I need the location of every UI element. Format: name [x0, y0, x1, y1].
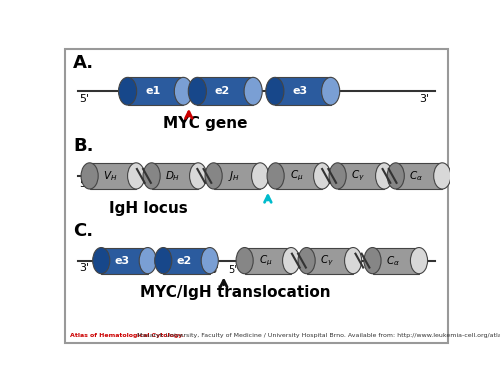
Text: $C_\alpha$: $C_\alpha$ — [410, 169, 424, 183]
Ellipse shape — [201, 248, 218, 274]
Bar — [90, 163, 136, 189]
Ellipse shape — [236, 248, 253, 274]
Ellipse shape — [244, 77, 262, 105]
Text: 5': 5' — [228, 265, 237, 275]
Text: 3': 3' — [415, 263, 425, 273]
Text: 5': 5' — [80, 94, 90, 104]
Bar — [163, 248, 210, 274]
Text: $C_\gamma$: $C_\gamma$ — [320, 253, 334, 268]
Text: 5': 5' — [210, 265, 219, 275]
Ellipse shape — [329, 163, 346, 189]
Ellipse shape — [188, 77, 206, 105]
Text: e3: e3 — [292, 86, 308, 96]
Text: e2: e2 — [215, 86, 230, 96]
Text: C.: C. — [74, 222, 94, 240]
Ellipse shape — [434, 163, 451, 189]
Bar — [396, 163, 442, 189]
Ellipse shape — [266, 77, 284, 105]
Text: $J_H$: $J_H$ — [228, 169, 240, 183]
Bar — [276, 163, 322, 189]
Ellipse shape — [364, 248, 381, 274]
Ellipse shape — [174, 77, 192, 105]
Bar — [152, 163, 198, 189]
Ellipse shape — [282, 248, 300, 274]
Text: $C_\gamma$: $C_\gamma$ — [352, 169, 365, 183]
Ellipse shape — [81, 163, 98, 189]
Text: 3': 3' — [419, 94, 429, 104]
Bar — [101, 248, 148, 274]
Ellipse shape — [143, 163, 160, 189]
Text: $D_H$: $D_H$ — [164, 169, 180, 183]
Ellipse shape — [344, 248, 362, 274]
Ellipse shape — [118, 77, 136, 105]
Bar — [338, 163, 384, 189]
Text: A.: A. — [74, 54, 94, 72]
Text: Masaryk University, Faculty of Medicine / University Hospital Brno. Available fr: Masaryk University, Faculty of Medicine … — [134, 333, 500, 338]
Bar — [198, 77, 253, 105]
Ellipse shape — [128, 163, 144, 189]
Text: e1: e1 — [145, 86, 160, 96]
Bar — [214, 163, 260, 189]
Bar — [128, 77, 184, 105]
Text: MYC/IgH translocation: MYC/IgH translocation — [140, 286, 330, 300]
Bar — [275, 77, 330, 105]
Text: MYC gene: MYC gene — [163, 116, 248, 131]
Bar — [372, 248, 419, 274]
Ellipse shape — [154, 248, 172, 274]
Ellipse shape — [92, 248, 110, 274]
Ellipse shape — [410, 248, 428, 274]
Text: 3': 3' — [415, 178, 425, 189]
Text: $C_\mu$: $C_\mu$ — [258, 253, 272, 268]
Ellipse shape — [190, 163, 206, 189]
Text: IgH locus: IgH locus — [109, 201, 188, 216]
Ellipse shape — [298, 248, 315, 274]
Bar — [244, 248, 291, 274]
Ellipse shape — [267, 163, 284, 189]
Text: 3': 3' — [80, 263, 90, 273]
Text: e3: e3 — [114, 256, 130, 266]
Text: Atlas of Hematological Cytology.: Atlas of Hematological Cytology. — [70, 333, 184, 338]
Ellipse shape — [314, 163, 330, 189]
Ellipse shape — [139, 248, 156, 274]
Bar — [306, 248, 353, 274]
Ellipse shape — [376, 163, 392, 189]
Text: $C_\alpha$: $C_\alpha$ — [386, 254, 400, 267]
Text: B.: B. — [74, 137, 94, 156]
Text: $V_H$: $V_H$ — [103, 169, 118, 183]
Ellipse shape — [322, 77, 340, 105]
Text: 5': 5' — [80, 178, 90, 189]
Text: e2: e2 — [176, 256, 192, 266]
Ellipse shape — [387, 163, 404, 189]
Ellipse shape — [252, 163, 268, 189]
Text: $C_\mu$: $C_\mu$ — [290, 169, 303, 183]
Ellipse shape — [205, 163, 222, 189]
